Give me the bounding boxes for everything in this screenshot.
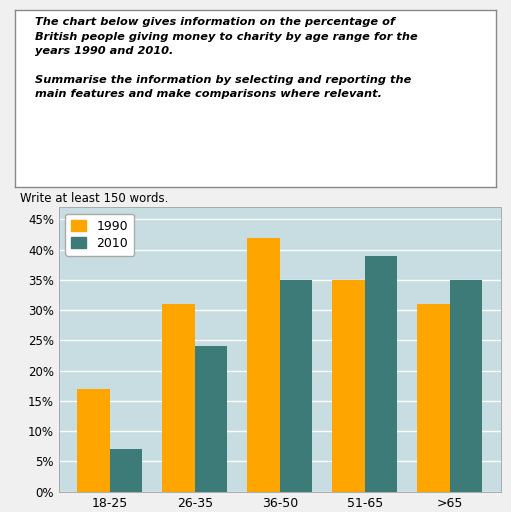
Legend: 1990, 2010: 1990, 2010 xyxy=(65,214,134,256)
Bar xyxy=(162,304,195,492)
Bar xyxy=(110,449,142,492)
Bar xyxy=(280,280,312,492)
Bar xyxy=(247,238,280,492)
Bar xyxy=(78,389,110,492)
Bar xyxy=(450,280,482,492)
Bar xyxy=(195,347,227,492)
Text: The chart below gives information on the percentage of
British people giving mon: The chart below gives information on the… xyxy=(35,17,417,99)
Bar xyxy=(333,280,365,492)
Text: Write at least 150 words.: Write at least 150 words. xyxy=(20,192,169,205)
Bar xyxy=(417,304,450,492)
Bar xyxy=(365,255,397,492)
